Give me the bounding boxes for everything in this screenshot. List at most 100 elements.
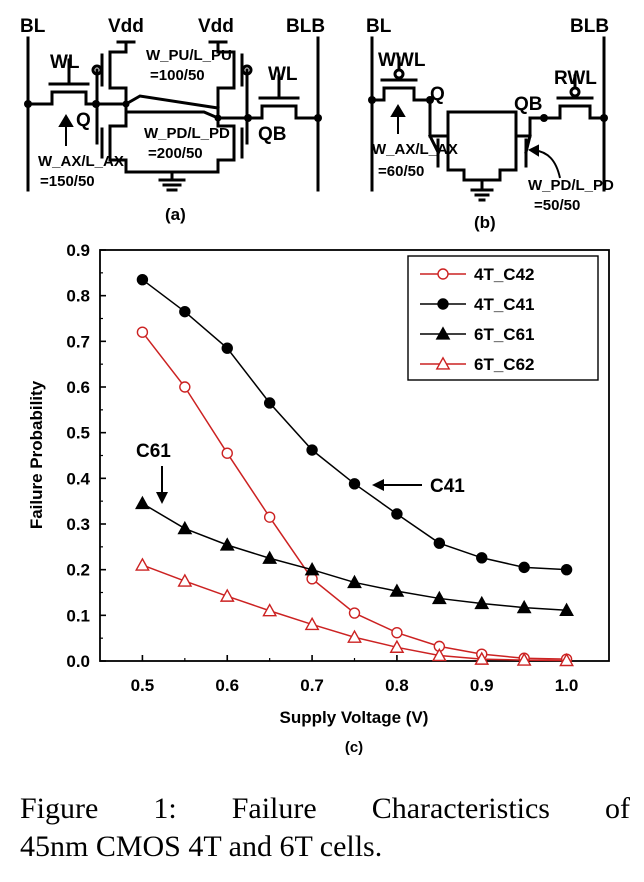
data-point <box>474 595 490 610</box>
x-tick-label: 0.6 <box>215 676 239 695</box>
data-point <box>304 616 320 631</box>
x-tick-label: 1.0 <box>555 676 579 695</box>
data-point <box>560 563 573 576</box>
series-6t-c61 <box>135 495 574 616</box>
label-qb-a: QB <box>258 124 287 145</box>
data-point <box>389 583 405 597</box>
data-point <box>516 652 532 666</box>
ax-ratio-name-a: W_AX/L_AX <box>38 153 124 170</box>
ax-ratio-value-b: =60/50 <box>378 163 424 180</box>
data-point <box>262 550 278 564</box>
data-point <box>219 537 235 551</box>
data-point <box>391 626 403 639</box>
legend-entry: 4T_C42 <box>420 265 534 284</box>
data-point <box>136 326 149 338</box>
data-point <box>177 520 193 535</box>
pu-ratio-value: =100/50 <box>150 67 205 84</box>
data-point <box>433 537 446 549</box>
label-bl-a: BL <box>20 16 46 37</box>
caption-line-1: Figure 1: Failure Characteristics of <box>20 792 630 825</box>
series-layer <box>135 273 574 667</box>
figure-caption: Figure 1: Failure Characteristics of 45n… <box>20 790 630 866</box>
annotation-c41: C41 <box>372 476 465 497</box>
figure-canvas: BL BLB WL WL Vdd Vdd Q QB (a) W_PU/L_PU … <box>20 16 614 756</box>
data-point <box>135 557 150 571</box>
y-tick-label: 0.5 <box>66 424 90 443</box>
panel-label-c: (c) <box>345 739 363 756</box>
data-point <box>263 397 276 409</box>
caption-line-2: 45nm CMOS 4T and 6T cells. <box>20 830 383 863</box>
data-point <box>306 444 318 456</box>
y-tick-label: 0.2 <box>66 561 90 580</box>
annotation-c61-text: C61 <box>136 441 171 462</box>
circuit-b-4t-schematic <box>370 36 606 202</box>
label-panel-b: (b) <box>474 213 496 232</box>
failure-probability-chart: 0.0 0.1 0.2 0.3 0.4 0.5 0.6 0.7 0.8 0.9 0.5 0.6 0.7… <box>27 241 610 756</box>
legend: 4T_C42 4T_C41 6T_C61 6T_C62 <box>407 255 599 381</box>
series-4t-c41 <box>136 273 573 576</box>
pu-ratio-name: W_PU/L_PU <box>146 47 232 64</box>
data-point <box>221 447 233 459</box>
data-point <box>347 629 362 643</box>
arrow-pd-b <box>527 144 561 179</box>
pd-ratio-value-b: =50/50 <box>534 197 580 214</box>
label-panel-a: (a) <box>165 205 186 224</box>
x-tick-label: 0.9 <box>470 676 494 695</box>
pd-ratio-name-b: W_PD/L_PD <box>528 177 614 194</box>
data-point <box>263 511 276 523</box>
x-axis-label: Supply Voltage (V) <box>280 708 429 727</box>
x-tick-label: 0.8 <box>385 676 409 695</box>
data-point <box>348 607 361 619</box>
circuit-b-dots <box>368 96 608 122</box>
legend-swatch-marker <box>435 356 451 370</box>
circuit-a-6t-schematic <box>26 36 320 192</box>
data-point <box>431 590 447 605</box>
y-tick-label: 0.1 <box>66 606 90 625</box>
pd-ratio-value: =200/50 <box>148 145 203 162</box>
ax-ratio-name-b: W_AX/L_AX <box>372 141 458 158</box>
ax-ratio-value-a: =150/50 <box>40 173 95 190</box>
data-point <box>262 603 278 617</box>
legend-label: 6T_C61 <box>474 325 534 344</box>
data-point <box>516 599 532 614</box>
data-point <box>518 561 530 574</box>
x-tick-label: 0.5 <box>131 676 155 695</box>
data-point <box>304 562 320 576</box>
data-point <box>389 639 405 653</box>
legend-label: 6T_C62 <box>474 355 534 374</box>
legend-entry: 6T_C61 <box>420 325 534 344</box>
data-point <box>347 574 362 589</box>
legend-label: 4T_C42 <box>474 265 534 284</box>
data-point <box>391 508 403 520</box>
annotation-c61: C61 <box>136 441 171 504</box>
y-tick-label: 0.0 <box>66 652 90 671</box>
data-point <box>476 552 488 564</box>
label-wwl: WWL <box>378 50 426 71</box>
pd-ratio-name: W_PD/L_PD <box>144 125 230 142</box>
label-bl-b: BL <box>366 16 392 37</box>
data-point <box>179 381 191 393</box>
series-6t-c62 <box>135 557 574 667</box>
data-point <box>559 652 574 667</box>
circuit-a-dots <box>24 100 322 122</box>
data-point <box>221 342 233 354</box>
y-axis-label: Failure Probability <box>27 380 46 529</box>
data-point <box>348 478 361 490</box>
label-q-b: Q <box>430 84 445 105</box>
legend-entry: 4T_C41 <box>420 295 534 314</box>
series-4t-c42 <box>136 326 573 665</box>
y-tick-label: 0.3 <box>66 515 90 534</box>
y-tick-label: 0.7 <box>66 332 90 351</box>
data-point <box>474 651 490 665</box>
label-q-a: Q <box>76 110 91 131</box>
legend-entry: 6T_C62 <box>420 355 534 374</box>
legend-swatch-marker <box>437 268 449 280</box>
arrow-ax-b <box>390 104 406 134</box>
label-vdd-right: Vdd <box>198 16 234 37</box>
annotation-c41-text: C41 <box>430 476 465 497</box>
arrow-ax-a <box>58 114 74 146</box>
label-blb-b: BLB <box>570 16 609 37</box>
label-wl-left: WL <box>50 52 80 73</box>
y-tick-label: 0.8 <box>66 287 90 306</box>
y-axis-ticks: 0.0 0.1 0.2 0.3 0.4 0.5 0.6 0.7 0.8 0.9 <box>66 241 106 671</box>
